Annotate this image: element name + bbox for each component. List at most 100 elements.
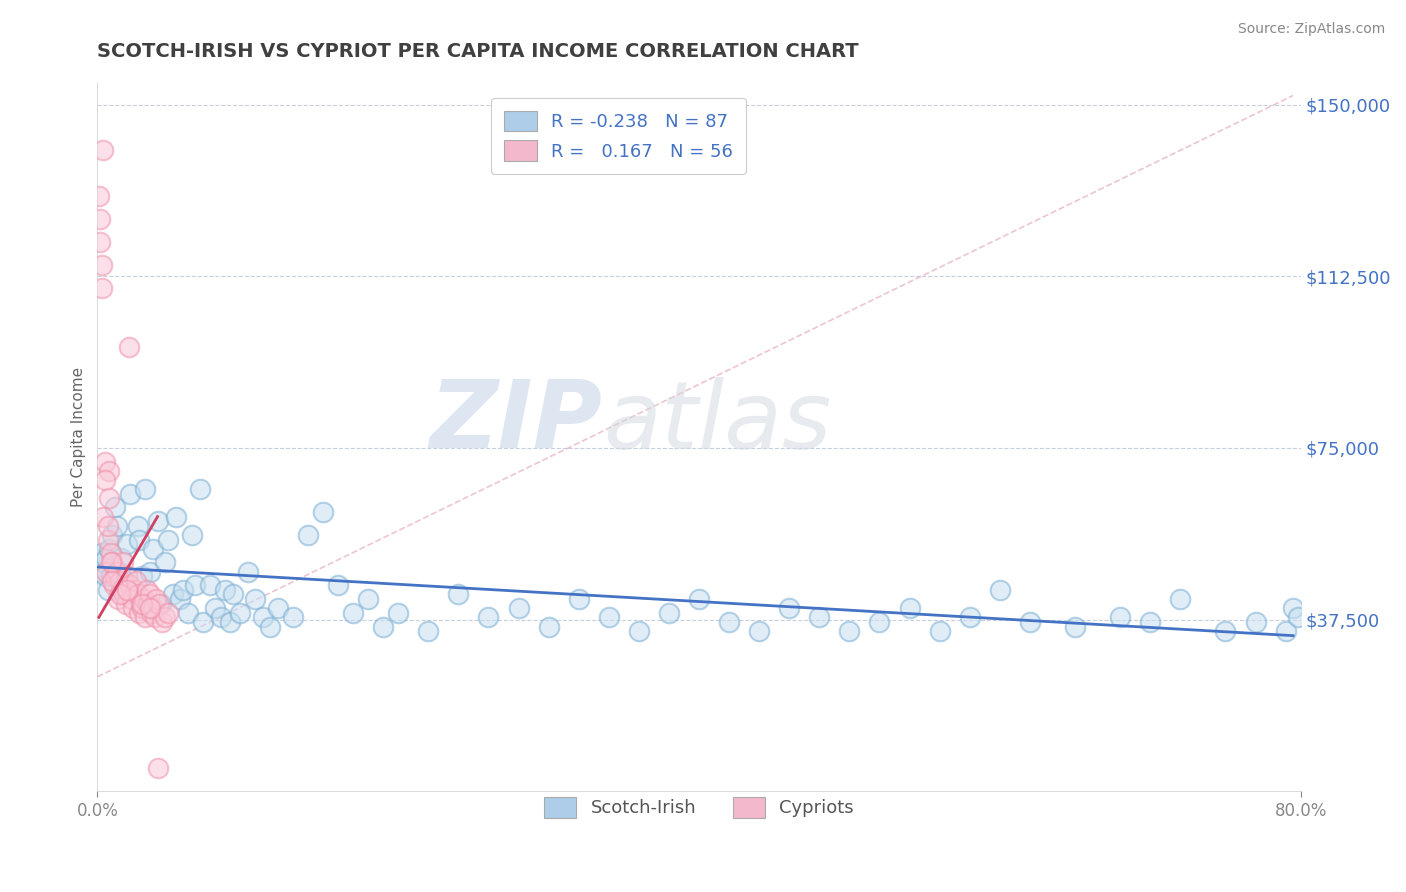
- Point: [118, 340, 141, 354]
- Point: [100, 556, 122, 570]
- Point: [108, 587, 131, 601]
- Point: [117, 582, 139, 597]
- Point: [928, 624, 950, 638]
- Point: [129, 597, 152, 611]
- Point: [1282, 601, 1305, 615]
- Point: [176, 606, 198, 620]
- Point: [1244, 615, 1267, 629]
- Legend: Scotch-Irish, Cypriots: Scotch-Irish, Cypriots: [537, 789, 862, 825]
- Point: [1139, 615, 1161, 629]
- Point: [153, 610, 176, 624]
- Point: [172, 582, 194, 597]
- Point: [141, 606, 163, 620]
- Point: [96, 550, 118, 565]
- Point: [808, 610, 831, 624]
- Point: [357, 592, 380, 607]
- Point: [218, 615, 240, 629]
- Point: [387, 606, 409, 620]
- Point: [110, 582, 132, 597]
- Point: [447, 587, 470, 601]
- Point: [107, 592, 129, 607]
- Point: [101, 556, 124, 570]
- Point: [103, 578, 125, 592]
- Point: [139, 601, 162, 615]
- Point: [1274, 624, 1296, 638]
- Point: [165, 509, 187, 524]
- Point: [125, 574, 148, 588]
- Point: [214, 582, 236, 597]
- Text: SCOTCH-IRISH VS CYPRIOT PER CAPITA INCOME CORRELATION CHART: SCOTCH-IRISH VS CYPRIOT PER CAPITA INCOM…: [97, 42, 859, 61]
- Point: [898, 601, 921, 615]
- Point: [97, 582, 120, 597]
- Point: [1168, 592, 1191, 607]
- Point: [138, 597, 160, 611]
- Point: [568, 592, 591, 607]
- Point: [778, 601, 800, 615]
- Point: [93, 556, 115, 570]
- Point: [209, 610, 232, 624]
- Point: [191, 615, 214, 629]
- Point: [418, 624, 440, 638]
- Point: [342, 606, 364, 620]
- Point: [371, 619, 394, 633]
- Point: [98, 541, 121, 556]
- Point: [112, 574, 135, 588]
- Point: [508, 601, 530, 615]
- Point: [658, 606, 681, 620]
- Point: [1064, 619, 1087, 633]
- Point: [146, 514, 169, 528]
- Point: [128, 606, 150, 620]
- Point: [229, 606, 252, 620]
- Point: [131, 601, 153, 615]
- Point: [97, 533, 120, 547]
- Point: [326, 578, 349, 592]
- Point: [988, 582, 1011, 597]
- Point: [627, 624, 650, 638]
- Point: [184, 578, 207, 592]
- Point: [112, 587, 135, 601]
- Point: [90, 281, 112, 295]
- Point: [105, 518, 128, 533]
- Point: [110, 550, 132, 565]
- Point: [148, 597, 170, 611]
- Point: [688, 592, 710, 607]
- Point: [93, 144, 115, 158]
- Point: [89, 212, 111, 227]
- Point: [90, 258, 112, 272]
- Point: [100, 569, 122, 583]
- Point: [150, 615, 173, 629]
- Point: [131, 597, 153, 611]
- Point: [98, 464, 121, 478]
- Point: [297, 528, 319, 542]
- Point: [104, 500, 127, 515]
- Point: [117, 537, 139, 551]
- Point: [104, 569, 127, 583]
- Point: [128, 533, 150, 547]
- Point: [146, 761, 169, 775]
- Point: [127, 587, 149, 601]
- Point: [94, 473, 117, 487]
- Point: [748, 624, 770, 638]
- Point: [838, 624, 860, 638]
- Point: [120, 487, 142, 501]
- Point: [139, 565, 162, 579]
- Point: [97, 518, 120, 533]
- Point: [869, 615, 891, 629]
- Point: [108, 565, 131, 579]
- Point: [149, 597, 172, 611]
- Point: [236, 565, 259, 579]
- Point: [122, 601, 145, 615]
- Point: [132, 592, 155, 607]
- Point: [120, 578, 142, 592]
- Point: [90, 546, 112, 560]
- Point: [204, 601, 226, 615]
- Point: [153, 556, 176, 570]
- Point: [108, 574, 131, 588]
- Point: [267, 601, 290, 615]
- Point: [145, 592, 167, 607]
- Point: [87, 560, 110, 574]
- Point: [157, 606, 180, 620]
- Point: [718, 615, 741, 629]
- Text: Source: ZipAtlas.com: Source: ZipAtlas.com: [1237, 22, 1385, 37]
- Point: [127, 518, 149, 533]
